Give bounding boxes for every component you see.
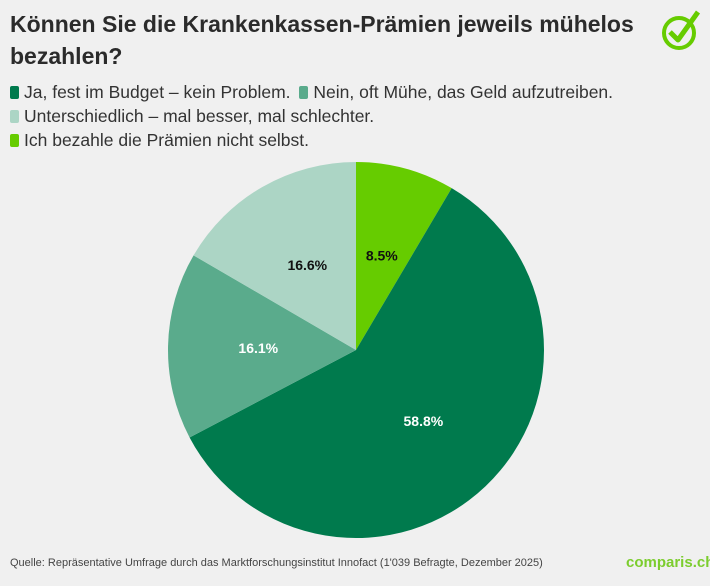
legend-item: Ja, fest im Budget – kein Problem. (10, 80, 291, 104)
legend-item: Nein, oft Mühe, das Geld aufzutreiben. (299, 80, 613, 104)
legend-label: Unterschiedlich – mal besser, mal schlec… (24, 106, 375, 126)
legend-item: Unterschiedlich – mal besser, mal schlec… (10, 104, 374, 128)
legend-swatch (299, 86, 309, 99)
legend-swatch (10, 110, 19, 123)
slice-label: 16.6% (287, 257, 327, 273)
slice-label: 16.1% (238, 340, 278, 356)
slice-label: 58.8% (404, 413, 444, 429)
source-note: Quelle: Repräsentative Umfrage durch das… (10, 557, 543, 569)
brand-logo: comparis.ch (626, 554, 710, 571)
pie-slice (189, 188, 544, 539)
pie-slice (356, 162, 452, 350)
legend: Ja, fest im Budget – kein Problem. Nein,… (10, 80, 700, 152)
legend-swatch (10, 86, 19, 99)
legend-swatch (10, 134, 19, 147)
legend-item: Ich bezahle die Prämien nicht selbst. (10, 128, 309, 152)
legend-label: Ja, fest im Budget – kein Problem. (24, 82, 291, 102)
legend-label: Ich bezahle die Prämien nicht selbst. (24, 130, 310, 150)
chart-title: Können Sie die Krankenkassen-Prämien jew… (10, 11, 634, 69)
check-circle-icon (662, 10, 701, 50)
pie-slice (167, 255, 356, 438)
legend-label: Nein, oft Mühe, das Geld aufzutreiben. (313, 82, 614, 102)
slice-label: 8.5% (366, 248, 398, 264)
pie-slice (193, 162, 356, 350)
